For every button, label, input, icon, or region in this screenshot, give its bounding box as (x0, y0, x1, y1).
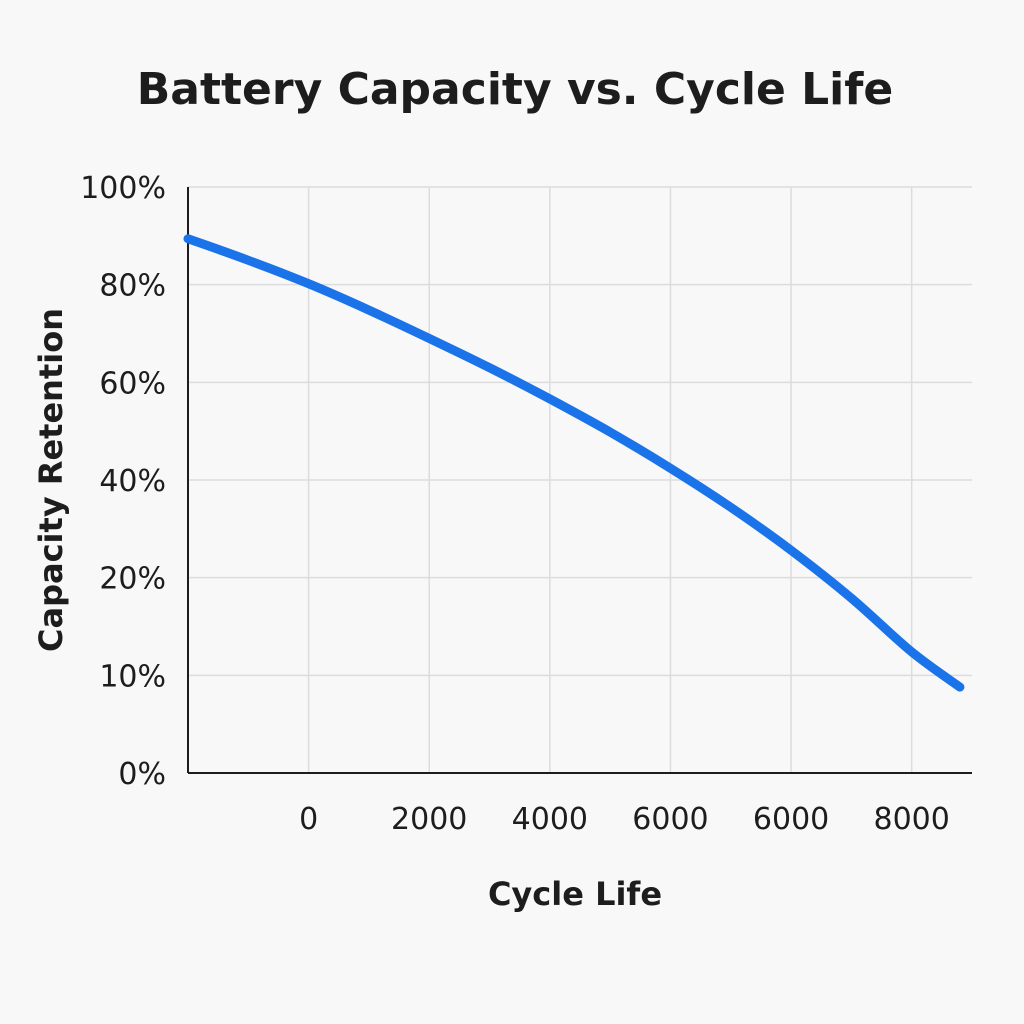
capacity-series-line (183, 234, 965, 692)
x-tick-label: 2000 (391, 802, 467, 837)
x-tick-label: 8000 (874, 802, 950, 837)
x-tick-label: 6000 (632, 802, 708, 837)
y-tick-label: 60% (99, 366, 166, 401)
x-tick-label: 6000 (753, 802, 829, 837)
y-tick-label: 80% (99, 269, 166, 304)
grid-layer (188, 186, 972, 773)
y-tick-label: 20% (99, 562, 166, 597)
x-axis-title: Cycle Life (488, 875, 662, 913)
y-tick-label: 0% (118, 757, 166, 792)
x-tick-label: 0 (299, 802, 318, 837)
x-tick-label: 4000 (512, 802, 588, 837)
y-tick-label: 40% (99, 464, 166, 499)
tick-labels: 0% 10% 20% 40% 60% 80% 100% 0 2000 4000 6000 6000 80… (80, 171, 950, 837)
chart-title: Battery Capacity vs. Cycle Life (137, 64, 894, 115)
y-tick-label: 100% (80, 171, 166, 206)
y-tick-label: 10% (99, 659, 166, 694)
y-axis-title: Capacity Retention (32, 308, 70, 652)
